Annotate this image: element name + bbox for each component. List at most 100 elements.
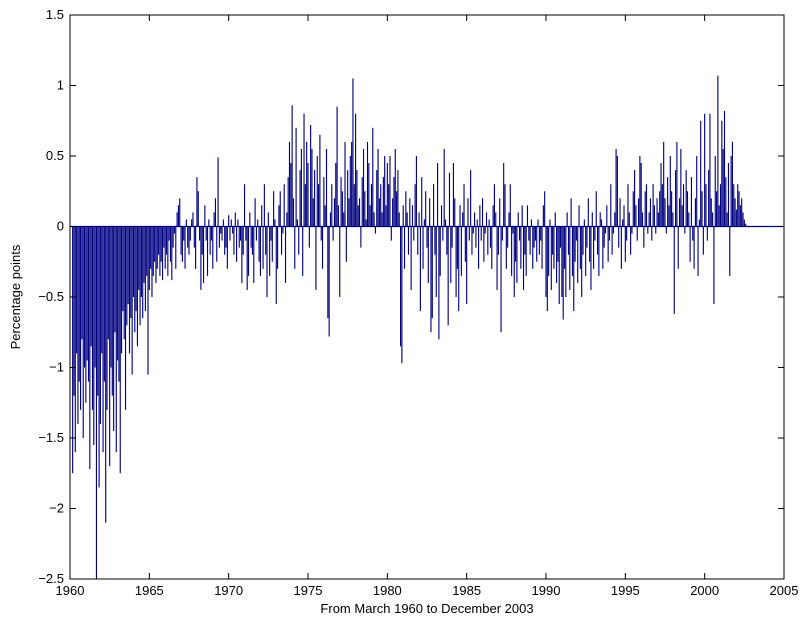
bar [468,226,470,241]
axes: 1960 1965 1970 1975 1980 1985 1990 1995 2000 2005… [38,7,798,598]
bar [542,205,544,227]
bar [440,205,443,227]
bar [131,226,133,375]
bar [300,148,302,227]
bar [337,205,339,227]
bar [398,212,400,227]
bar [537,219,539,227]
bar [234,212,236,227]
bar [241,226,243,283]
bar [328,226,330,337]
bar [89,226,91,470]
bar [192,212,194,227]
bar [590,226,592,290]
bar [320,226,322,241]
bar [284,226,287,283]
bar [558,226,560,305]
bar [511,226,513,276]
bar [532,226,534,269]
bar [214,198,217,227]
bar [118,226,120,382]
bar [743,219,745,227]
bar [702,226,704,255]
bar [488,219,490,227]
bar [158,226,160,255]
bar [439,226,441,276]
bar [318,184,320,227]
y-tick-label: −0.5 [38,289,64,304]
bar [340,177,342,227]
bar [362,148,365,227]
bar [295,127,297,227]
bar [273,191,275,227]
bar [414,184,416,227]
bar [430,226,432,333]
bar [311,148,313,227]
bar [742,212,744,227]
bar [121,226,123,354]
bar [94,226,96,368]
bar [598,226,600,276]
bar [726,212,728,227]
bar [566,212,568,227]
bar [493,184,495,227]
bar [306,141,308,227]
bar [520,226,522,269]
bar [714,156,716,227]
bar [110,226,112,368]
bar [323,177,325,227]
bar [548,226,550,276]
bar [717,75,719,227]
bar [579,226,581,269]
bar [730,156,732,227]
bar [196,177,198,227]
bar [478,226,480,269]
bar [463,184,465,227]
bar [562,226,564,320]
bar [471,226,473,255]
bar [405,191,407,227]
bar [364,191,366,227]
bar [481,198,484,227]
bar [389,156,391,227]
bar [74,226,76,453]
bar [308,226,310,248]
bar [378,198,380,227]
bar [397,170,399,227]
bar [489,226,492,248]
bar [261,205,263,227]
bar [731,141,733,227]
bar [600,219,603,227]
bar [620,226,622,269]
bar [283,184,285,227]
bar [652,184,654,227]
bar [491,226,493,269]
bar [138,226,140,290]
bar [298,226,300,255]
bar [266,226,268,297]
bar [175,226,177,269]
bar [681,205,683,227]
bar [246,226,248,290]
bar [265,226,267,255]
bar [366,141,369,227]
bar [688,212,690,227]
bar [585,226,587,276]
bar [611,226,613,255]
bar [421,177,423,227]
bar [168,226,170,241]
bar [107,226,109,340]
bar [480,226,482,241]
bar [324,205,326,227]
bar [643,226,645,248]
bar [415,156,417,227]
bar [411,205,414,227]
bar [345,226,347,262]
bar [303,113,305,227]
bar [216,226,218,262]
bar [128,226,131,354]
bar [111,226,113,396]
bar [582,226,584,255]
bar [655,226,657,234]
x-tick-label: 1975 [294,583,323,598]
